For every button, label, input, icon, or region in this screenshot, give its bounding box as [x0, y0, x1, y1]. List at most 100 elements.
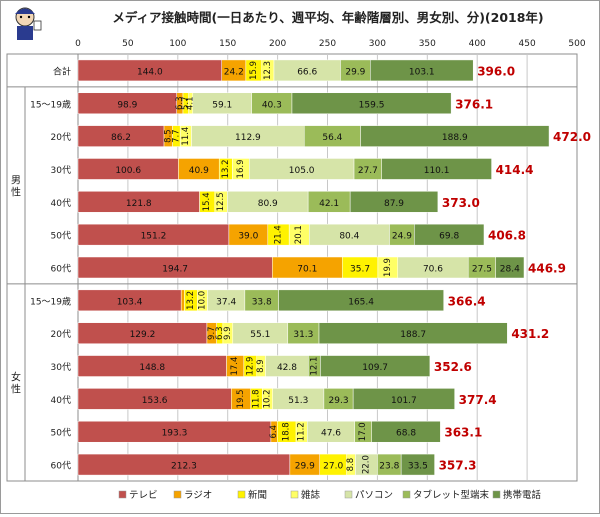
x-tick-label: 450	[519, 39, 536, 49]
data-label: 129.2	[130, 330, 156, 340]
category-label: 60代	[51, 264, 71, 275]
category-label: 60代	[51, 461, 71, 472]
category-label: 40代	[51, 395, 71, 406]
data-label: 11.4	[181, 127, 191, 146]
data-label: 35.7	[350, 265, 370, 275]
data-label: 86.2	[111, 133, 131, 143]
x-tick-label: 50	[122, 39, 134, 49]
data-label: 28.4	[500, 265, 520, 275]
data-label: 27.0	[323, 462, 343, 472]
data-label: 12.3	[263, 61, 273, 80]
data-label: 11.2	[297, 422, 307, 441]
data-label: 22.0	[361, 455, 371, 474]
data-label: 40.9	[189, 166, 209, 176]
data-label: 112.9	[235, 133, 261, 143]
data-label: 144.0	[137, 67, 163, 77]
data-label: 29.3	[329, 396, 349, 406]
data-label: 33.8	[252, 297, 272, 307]
data-label: 59.1	[212, 100, 232, 110]
data-label: 29.9	[345, 67, 365, 77]
data-label: 27.5	[472, 265, 492, 275]
data-label: 15.9	[249, 61, 259, 80]
category-label: 15〜19歳	[30, 295, 71, 307]
category-label: 合計	[53, 65, 71, 77]
total-label: 396.0	[477, 64, 515, 78]
category-label: 20代	[51, 329, 71, 340]
data-label: 37.4	[216, 297, 236, 307]
data-label: 66.6	[297, 67, 317, 77]
data-label: 7.7	[171, 129, 181, 143]
legend-swatch	[492, 490, 501, 499]
data-label: 33.5	[408, 462, 428, 472]
data-label: 11.8	[252, 389, 262, 408]
data-label: 12.9	[245, 357, 255, 376]
x-tick-label: 0	[75, 39, 81, 49]
data-label: 51.3	[288, 396, 308, 406]
data-label: 29.9	[295, 462, 315, 472]
data-label: 188.9	[442, 133, 468, 143]
data-label: 87.9	[384, 199, 404, 209]
data-label: 109.7	[362, 363, 388, 373]
total-label: 376.1	[455, 97, 493, 111]
data-label: 110.1	[424, 166, 450, 176]
legend-swatch	[344, 490, 353, 499]
bar-segment	[352, 388, 455, 410]
data-label: 98.9	[117, 100, 137, 110]
data-label: 6.3	[215, 326, 225, 340]
data-label: 13.2	[186, 291, 196, 310]
bar-segment	[278, 289, 444, 312]
bar-segment	[360, 125, 550, 147]
data-label: 13.2	[221, 159, 231, 178]
bar-segment	[180, 289, 185, 312]
data-label: 47.6	[321, 429, 341, 439]
bar-segment	[320, 355, 431, 377]
total-label: 406.8	[488, 229, 526, 243]
bar-segment	[381, 158, 492, 180]
total-label: 431.2	[511, 327, 549, 341]
data-label: 17.4	[230, 357, 240, 376]
data-label: 24.9	[392, 232, 412, 242]
legend-swatch	[402, 490, 411, 499]
data-label: 31.3	[293, 330, 313, 340]
data-label: 153.6	[142, 396, 168, 406]
chart-title: メディア接触時間(一日あたり、週平均、年齢階層別、男女別、分)(2018年)	[112, 10, 544, 25]
data-label: 80.9	[258, 199, 278, 209]
data-label: 23.8	[379, 462, 399, 472]
data-label: 165.4	[348, 297, 374, 307]
data-label: 19.9	[383, 258, 393, 277]
data-label: 42.8	[277, 363, 297, 373]
data-label: 10.2	[263, 389, 273, 408]
data-label: 70.6	[423, 265, 443, 275]
group-label: 男	[11, 174, 21, 186]
x-tick-label: 500	[568, 39, 585, 49]
x-tick-label: 100	[169, 39, 186, 49]
data-label: 70.1	[297, 265, 317, 275]
data-label: 6.3	[175, 97, 185, 111]
data-label: 9.7	[207, 326, 217, 340]
legend-label: パソコン	[355, 490, 393, 501]
data-label: 56.4	[322, 133, 342, 143]
legend-label: 携帯電話	[503, 489, 542, 501]
data-label: 103.4	[117, 297, 143, 307]
legend-swatch	[173, 490, 182, 499]
data-label: 100.6	[115, 166, 141, 176]
category-label: 50代	[51, 231, 71, 242]
data-label: 40.3	[262, 100, 282, 110]
data-label: 6.4	[269, 425, 279, 439]
data-label: 101.7	[391, 396, 417, 406]
data-label: 16.9	[236, 159, 246, 178]
legend-label: 雑誌	[301, 489, 321, 501]
data-label: 69.8	[439, 232, 459, 242]
legend-label: 新聞	[248, 489, 267, 501]
bar-segment	[318, 322, 508, 344]
bar-segment	[371, 420, 441, 443]
x-tick-label: 350	[419, 39, 436, 49]
data-label: 12.5	[216, 192, 226, 211]
data-label: 21.4	[273, 225, 283, 244]
data-label: 15.4	[202, 192, 212, 211]
legend-swatch	[237, 490, 246, 499]
category-label: 20代	[51, 132, 71, 143]
x-tick-label: 400	[469, 39, 486, 49]
total-label: 357.3	[439, 459, 477, 473]
